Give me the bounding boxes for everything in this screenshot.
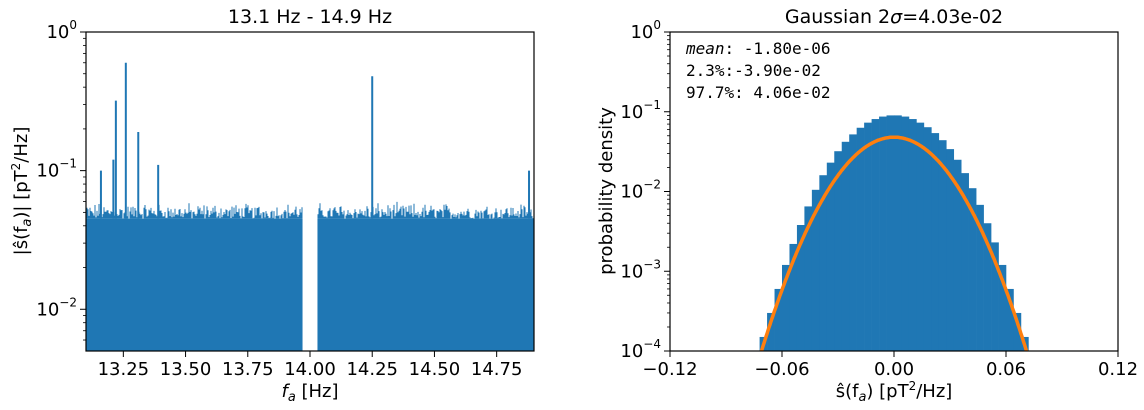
histogram-y-tick-label: 10−3 (620, 257, 661, 282)
spectrum-y-tick-label: 10−1 (36, 157, 77, 182)
histogram-bar (796, 225, 805, 351)
histogram-y-label: probability density (596, 107, 617, 275)
histogram-x-tick-label: 0.12 (1098, 359, 1138, 380)
histogram-bar (938, 140, 947, 351)
spectrum-x-tick-label: 14.75 (471, 359, 523, 380)
histogram-x-tick-label: −0.12 (642, 359, 697, 380)
histogram-bar (767, 312, 775, 351)
histogram-bar (886, 115, 895, 351)
histogram-y-tick-label: 10−1 (620, 98, 661, 123)
histogram-bar (789, 243, 798, 351)
histogram-bar (894, 115, 902, 351)
histogram-bar (923, 127, 932, 351)
histogram-bar (901, 116, 910, 351)
spectrum-y-ticks: 10−2 10−1 100 (36, 18, 86, 341)
histogram-bar (916, 122, 925, 351)
spectrum-bar-fill-low (86, 218, 303, 351)
histogram-bar (811, 189, 820, 351)
spectrum-x-tick-label: 13.75 (222, 359, 274, 380)
histogram-bar (953, 159, 962, 351)
histogram-y-tick-label: 10−2 (620, 178, 661, 203)
histogram-x-label: ŝ(fa) [pT2/Hz] (836, 379, 953, 405)
histogram-bar (782, 264, 790, 351)
histogram-bar (961, 173, 969, 351)
histogram-bar (834, 151, 843, 351)
histogram-bar (991, 242, 999, 351)
histogram-y-tick-label: 10−4 (620, 337, 661, 362)
spectrum-y-tick-label: 10−2 (36, 295, 77, 320)
histogram-annotation-p97: 97.7%: 4.06e-02 (686, 83, 831, 102)
spectrum-panel: 13.1 Hz - 14.9 Hz 13.25 13.50 13.75 14.00 14… (9, 6, 535, 405)
histogram-bar (856, 127, 865, 351)
histogram-bar (826, 162, 835, 351)
spectrum-noise-bars (86, 201, 534, 219)
histogram-x-tick-label: 0.00 (874, 359, 914, 380)
histogram-bar (879, 116, 887, 351)
histogram-x-ticks: −0.12 −0.06 0.00 0.06 0.12 (642, 351, 1138, 380)
histogram-y-tick-label: 100 (630, 18, 661, 43)
histogram-bar (1013, 312, 1022, 351)
spectrum-x-tick-label: 14.25 (346, 359, 398, 380)
spectrum-x-tick-label: 14.00 (284, 359, 336, 380)
spectrum-x-tick-label: 14.50 (409, 359, 461, 380)
histogram-bar (774, 288, 783, 351)
spectrum-x-tick-label: 13.25 (98, 359, 150, 380)
histogram-bar (931, 133, 940, 351)
histogram-marks (759, 115, 1029, 351)
gaussian-fit-line (759, 135, 1029, 351)
spectrum-x-label: fa [Hz] (281, 381, 338, 405)
spectrum-y-tick-label: 100 (46, 18, 77, 43)
histogram-bar (968, 188, 977, 351)
histogram-bar (871, 119, 880, 351)
histogram-bar (864, 122, 872, 351)
histogram-bar (819, 175, 828, 351)
spectrum-x-ticks: 13.25 13.50 13.75 14.00 14.25 14.50 14.75 (98, 351, 523, 380)
histogram-bar (946, 149, 955, 351)
histogram-annotation-mean: mean: -1.80e-06 (685, 39, 831, 58)
histogram-bar (841, 141, 850, 351)
spectrum-bar-fill-high (317, 218, 534, 351)
spectrum-marks (86, 62, 534, 351)
spectrum-title: 13.1 Hz - 14.9 Hz (228, 6, 392, 28)
histogram-x-tick-label: −0.06 (754, 359, 809, 380)
histogram-bar (804, 206, 813, 351)
spectrum-y-label: |ŝ(fa)| [pT2/Hz] (9, 127, 35, 256)
histogram-title: Gaussian 2σ=4.03e-02 (785, 6, 1003, 28)
histogram-panel: Gaussian 2σ=4.03e-02 −0.12 −0.06 0.00 0.06 0… (596, 6, 1138, 405)
histogram-bar (849, 134, 857, 351)
histogram-bar (976, 204, 984, 351)
histogram-x-tick-label: 0.06 (986, 359, 1026, 380)
histogram-bar (908, 119, 917, 351)
histogram-bar (1006, 288, 1014, 351)
histogram-bar (998, 264, 1007, 351)
histogram-annotation-p2: 2.3%:-3.90e-02 (686, 61, 821, 80)
histogram-y-ticks: 10−4 10−3 10−2 10−1 100 (620, 18, 670, 362)
spectrum-x-tick-label: 13.50 (160, 359, 212, 380)
histogram-bar (983, 223, 992, 351)
